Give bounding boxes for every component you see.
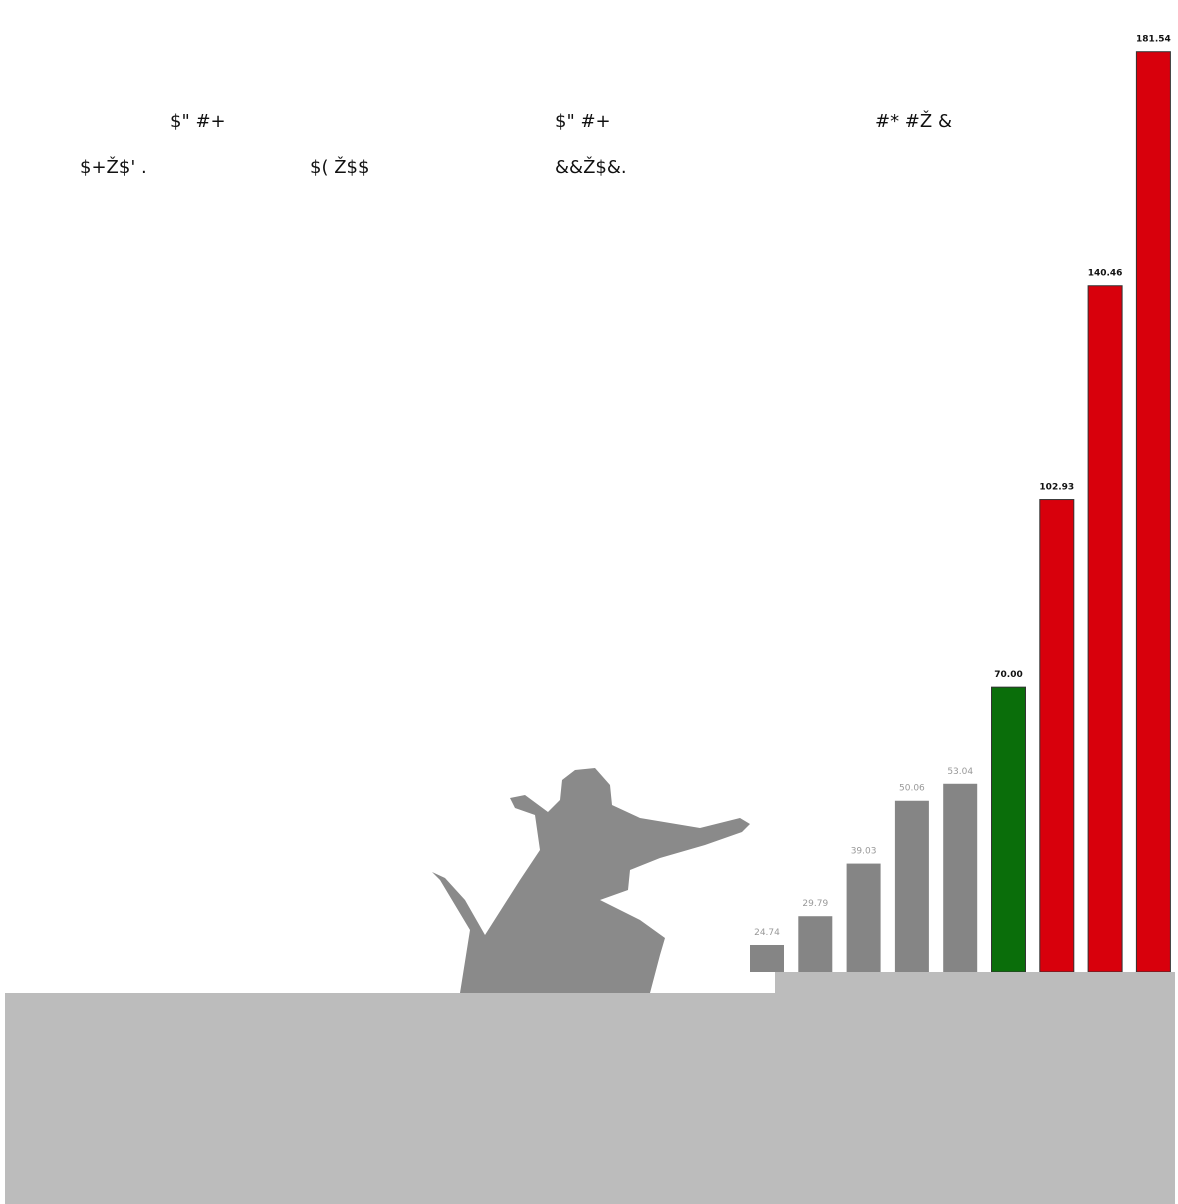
value-label: 29.79 [802,899,828,909]
bar [1135,51,1171,973]
runner-silhouette [432,768,750,993]
header-labels: $" #+ $" #+ #* #Ž & $+Ž$' . $( Ž$$ &&Ž$&… [80,110,952,178]
bar [894,800,929,972]
bar [1039,499,1075,973]
bar [1087,285,1123,973]
value-label: 181.54 [1136,35,1171,45]
value-label: 24.74 [754,928,780,938]
value-label: 140.46 [1088,269,1123,279]
bar [846,863,881,972]
header-label: $" #+ [555,111,611,132]
header-label: &&Ž$&. [555,156,627,178]
bar [798,916,833,972]
value-label: 39.03 [851,847,877,857]
value-label: 102.93 [1039,483,1074,493]
value-label: 70.00 [994,670,1022,680]
header-label: $+Ž$' . [80,156,147,178]
value-label: 53.04 [947,767,973,777]
ground [5,972,1175,1204]
header-label: $" #+ [170,111,226,132]
bar [750,944,784,972]
bar [943,783,978,972]
header-label: $( Ž$$ [310,156,369,178]
header-label: #* #Ž & [875,110,952,132]
bar [991,686,1026,973]
value-label: 50.06 [899,784,925,794]
